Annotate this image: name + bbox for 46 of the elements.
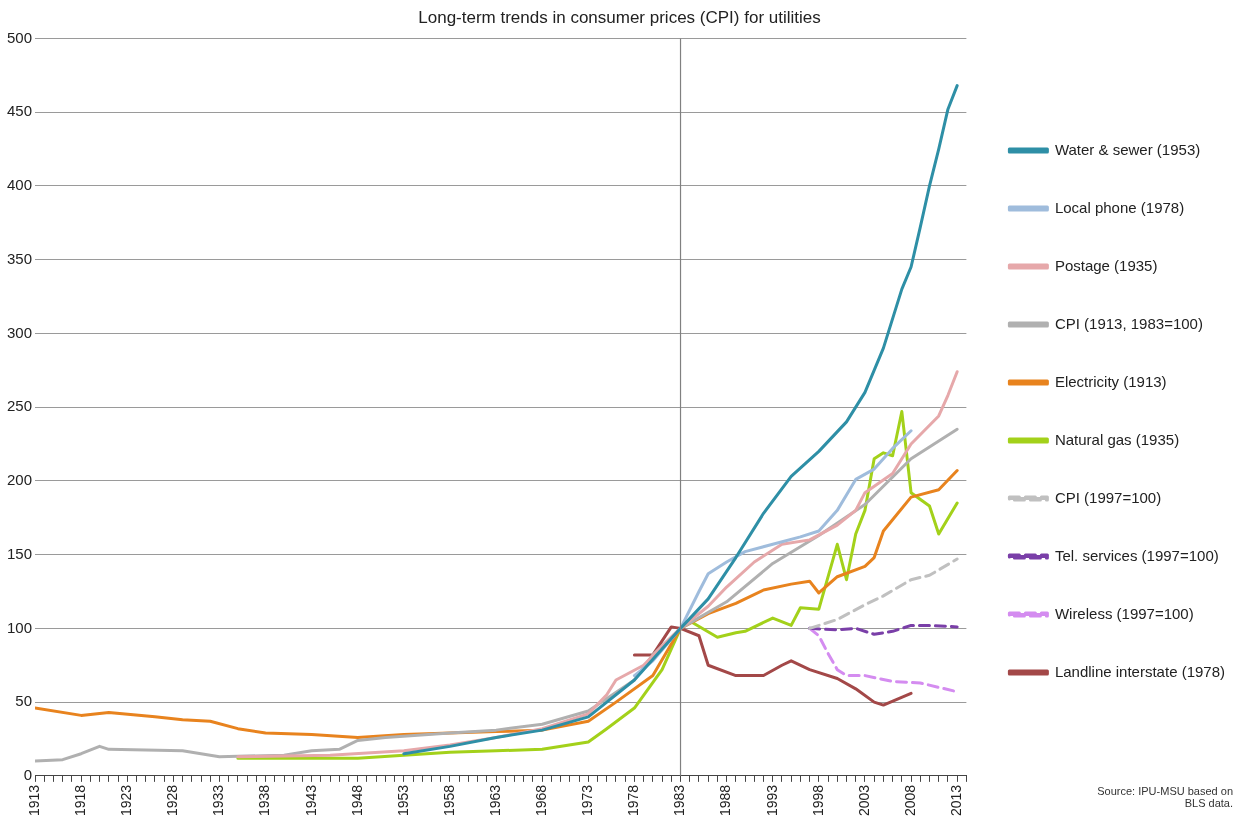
legend-label: Local phone (1978) [1054, 198, 1185, 216]
x-tick-label: 1933 [210, 784, 227, 817]
x-tick-label: 1988 [717, 784, 734, 817]
chart-title: Long-term trends in consumer prices (CPI) for utilities [418, 7, 821, 27]
legend-label: Tel. services (1997=100) [1054, 546, 1219, 564]
x-tick-label: 1913 [25, 784, 42, 817]
x-tick-label: 1953 [394, 784, 411, 817]
y-tick-label: 0 [23, 766, 33, 783]
line-series [808, 623, 959, 636]
x-tick-label: 2013 [948, 784, 965, 817]
x-tick-label: 1923 [118, 784, 135, 817]
y-tick-label: 200 [7, 471, 33, 489]
legend-label: Landline interstate (1978) [1054, 662, 1226, 680]
x-tick-label: 1938 [256, 784, 273, 817]
x-tick-label: 1958 [440, 784, 457, 817]
x-tick-label: 2003 [855, 784, 872, 817]
y-tick-label: 500 [7, 28, 33, 46]
legend-label: Electricity (1913) [1054, 372, 1167, 390]
y-tick-label: 150 [7, 544, 33, 562]
x-tick-label: 1943 [302, 784, 319, 817]
x-tick-label: 1928 [164, 784, 181, 817]
x-tick-label: 1968 [533, 784, 550, 817]
y-tick-label: 50 [15, 692, 33, 710]
x-tick-label: 1948 [348, 784, 365, 817]
x-tick-label: 1983 [671, 784, 688, 817]
x-tick-label: 1993 [763, 784, 780, 817]
y-tick-label: 300 [7, 323, 33, 341]
legend-label: Natural gas (1935) [1054, 430, 1180, 448]
x-tick-label: 1918 [71, 784, 88, 817]
line-series [808, 557, 959, 630]
x-tick-label: 1998 [809, 784, 826, 817]
legend-label: Water & sewer (1953) [1054, 140, 1201, 158]
x-tick-label: 2008 [901, 784, 918, 817]
y-tick-label: 100 [7, 618, 33, 636]
legend-label: Wireless (1997=100) [1054, 604, 1194, 622]
y-tick-label: 250 [7, 397, 33, 415]
legend-label: CPI (1997=100) [1054, 488, 1162, 506]
y-tick-label: 400 [7, 176, 33, 194]
source-note: Source: IPU-MSU based on BLS data. [1096, 785, 1233, 809]
x-tick-label: 1973 [579, 784, 596, 817]
legend-label: CPI (1913, 1983=100) [1054, 314, 1203, 332]
y-tick-label: 350 [7, 249, 33, 267]
x-tick-label: 1963 [486, 784, 503, 817]
y-tick-label: 450 [7, 102, 33, 120]
x-tick-label: 1978 [625, 784, 642, 817]
legend-label: Postage (1935) [1054, 256, 1158, 274]
